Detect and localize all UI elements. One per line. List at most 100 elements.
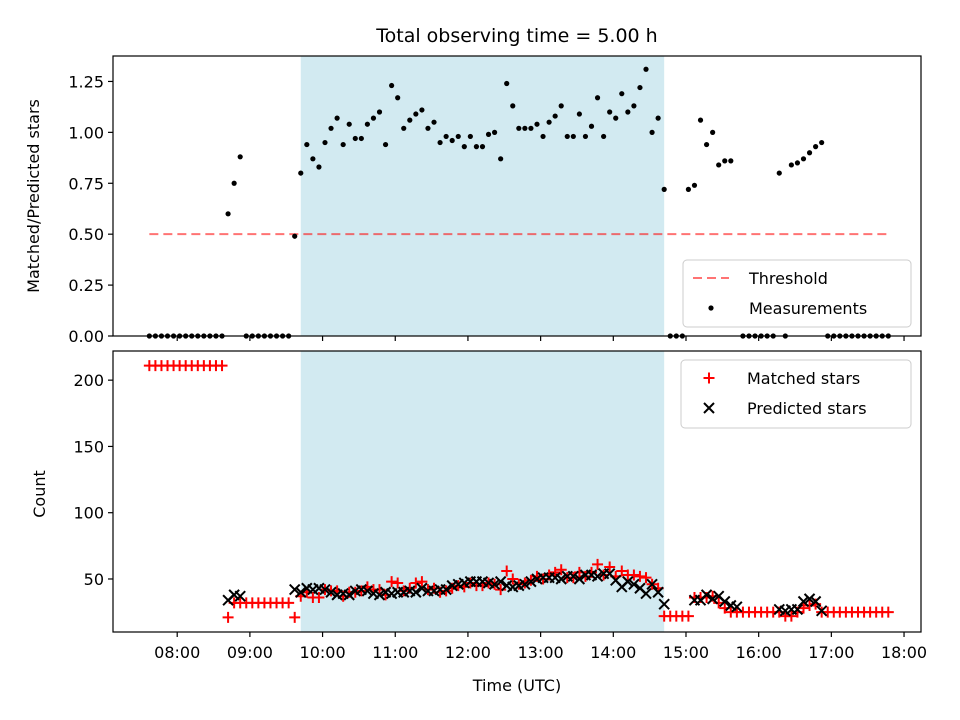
- measurement-point: [419, 107, 425, 113]
- x-tick-label: 12:00: [445, 643, 491, 662]
- x-tick-label: 10:00: [300, 643, 346, 662]
- matched-point: [555, 564, 567, 576]
- matched-point: [313, 592, 325, 604]
- predicted-point: [573, 573, 586, 585]
- predicted-point: [797, 595, 810, 608]
- matched-point: [549, 566, 561, 578]
- matched-point: [592, 558, 604, 570]
- axes-frame: [112, 55, 922, 337]
- measurement-point: [310, 156, 316, 162]
- legend-measurement-swatch: [708, 305, 714, 311]
- measurement-point: [376, 109, 383, 115]
- predicted-point: [809, 595, 822, 608]
- matched-point: [616, 565, 628, 577]
- predicted-point: [319, 583, 331, 596]
- measurement-point: [540, 133, 546, 140]
- measurement-point: [479, 144, 486, 150]
- measurement-point: [516, 125, 522, 131]
- measurement-point: [510, 103, 516, 109]
- measurement-point: [613, 115, 619, 121]
- y-tick-label: 50: [84, 570, 104, 589]
- measurement-point: [358, 135, 364, 142]
- predicted-point: [719, 595, 731, 608]
- legend-box: [680, 359, 912, 429]
- measurement-point: [491, 129, 498, 135]
- legend: Threshold Measurements: [682, 259, 912, 328]
- legend-label: Matched stars: [747, 369, 860, 388]
- legend-predicted-swatch: [703, 402, 715, 414]
- measurement-point: [588, 123, 595, 129]
- measurement-point: [655, 115, 661, 121]
- predicted-point: [567, 570, 580, 583]
- predicted-point: [416, 582, 428, 594]
- predicted-point: [295, 586, 307, 598]
- legend-matched-swatch: [703, 372, 715, 384]
- measurement-point: [316, 164, 322, 170]
- predicted-point: [622, 575, 634, 588]
- measurement-point: [546, 119, 552, 125]
- predicted-point: [628, 578, 640, 590]
- measurement-point: [619, 91, 625, 97]
- series-measurements: [146, 66, 891, 339]
- predicted-point: [652, 586, 664, 598]
- matched-point: [410, 577, 422, 589]
- matched-point: [501, 565, 513, 577]
- predicted-point: [791, 603, 804, 616]
- matched-point: [416, 576, 428, 588]
- measurement-point: [431, 119, 437, 125]
- bottom-y-axis-label: Count: [30, 470, 49, 518]
- predicted-point: [640, 587, 652, 600]
- measurement-point: [443, 133, 449, 140]
- predicted-point: [815, 605, 828, 617]
- matched-point: [682, 610, 694, 622]
- x-tick-label: 17:00: [808, 643, 854, 662]
- legend-box: [682, 259, 912, 328]
- observing-window-span: [300, 56, 665, 336]
- legend: Matched stars Predicted stars: [680, 359, 912, 429]
- measurement-point: [625, 109, 631, 115]
- top-y-axis-label: Matched/Predicted stars: [24, 99, 43, 293]
- y-tick-label: 0.25: [68, 276, 104, 295]
- matched-point: [628, 569, 640, 581]
- legend-label: Predicted stars: [747, 399, 867, 418]
- matched-point: [785, 610, 797, 622]
- measurement-point: [661, 186, 667, 192]
- measurement-point: [722, 158, 728, 164]
- measurement-point: [528, 125, 534, 131]
- measurement-point: [685, 186, 692, 192]
- y-tick-label: 100: [73, 504, 104, 523]
- measurement-point: [631, 103, 637, 109]
- legend-label: Threshold: [748, 269, 828, 288]
- y-tick-label: 150: [73, 437, 104, 456]
- measurement-point: [334, 115, 340, 121]
- count-panel: 50 100 150 200 08:00 09:00 10:00 11:00 12:00 13:0…: [73, 350, 927, 662]
- predicted-point: [234, 590, 246, 602]
- predicted-point: [525, 575, 537, 588]
- measurement-point: [788, 162, 794, 168]
- measurement-point: [710, 129, 716, 135]
- measurement-point: [292, 233, 298, 239]
- measurement-point: [401, 125, 407, 131]
- predicted-point: [658, 598, 670, 610]
- measurement-point: [485, 131, 492, 137]
- measurement-point: [298, 170, 304, 176]
- measurement-point: [558, 103, 564, 109]
- measurement-point: [819, 139, 825, 146]
- predicted-point: [325, 586, 337, 598]
- matched-point: [507, 573, 519, 585]
- measurement-point: [576, 111, 582, 117]
- measurement-point: [728, 158, 734, 164]
- measurement-point: [461, 144, 467, 150]
- measurement-point: [370, 115, 377, 121]
- measurement-point: [552, 113, 558, 119]
- y-tick-label: 200: [73, 371, 104, 390]
- measurement-point: [352, 135, 358, 142]
- measurement-point: [407, 117, 413, 123]
- measurement-point: [231, 180, 237, 186]
- x-tick-label: 08:00: [154, 643, 200, 662]
- predicted-point: [361, 585, 374, 597]
- matched-point: [804, 599, 816, 611]
- measurement-point: [570, 133, 576, 140]
- y-tick-label: 1.25: [68, 72, 104, 91]
- x-tick-label: 16:00: [736, 643, 782, 662]
